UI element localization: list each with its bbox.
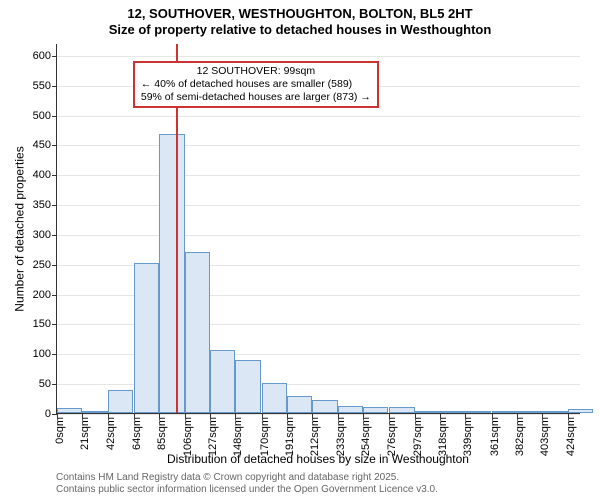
x-tick-label: 424sqm (565, 417, 577, 456)
histogram-bar (287, 396, 312, 413)
x-tick-label: 127sqm (207, 417, 219, 456)
x-axis-title: Distribution of detached houses by size … (56, 452, 580, 466)
histogram-bar (568, 409, 593, 413)
x-tick-label: 254sqm (360, 417, 372, 456)
annotation-box: 12 SOUTHOVER: 99sqm← 40% of detached hou… (133, 61, 379, 108)
footer-line-2: Contains public sector information licen… (56, 484, 438, 496)
histogram-bar (415, 411, 440, 413)
annotation-line-1: 12 SOUTHOVER: 99sqm (141, 65, 371, 78)
x-tick-label: 85sqm (156, 417, 168, 450)
x-tick-label: 297sqm (412, 417, 424, 456)
y-tick-label: 50 (39, 378, 57, 390)
y-axis-title: Number of detached properties (12, 44, 28, 414)
y-tick-label: 300 (33, 229, 57, 241)
histogram-bar (363, 407, 388, 413)
histogram-bar (389, 407, 414, 413)
y-tick-label: 600 (33, 50, 57, 62)
x-tick-label: 276sqm (386, 417, 398, 456)
annotation-line-2: ← 40% of detached houses are smaller (58… (141, 78, 371, 91)
x-tick-label: 42sqm (105, 417, 117, 450)
footer-line-1: Contains HM Land Registry data © Crown c… (56, 472, 438, 484)
y-gridline (57, 116, 580, 117)
y-tick-label: 400 (33, 169, 57, 181)
chart-container: 12, SOUTHOVER, WESTHOUGHTON, BOLTON, BL5… (0, 0, 600, 500)
histogram-bar (57, 408, 82, 413)
y-axis-title-text: Number of detached properties (13, 146, 27, 311)
histogram-bar (159, 134, 184, 413)
y-tick-label: 450 (33, 139, 57, 151)
x-tick-label: 339sqm (462, 417, 474, 456)
y-tick-label: 200 (33, 289, 57, 301)
x-tick-label: 64sqm (131, 417, 143, 450)
x-tick-label: 21sqm (79, 417, 91, 450)
histogram-bar (465, 411, 490, 413)
y-tick-label: 350 (33, 199, 57, 211)
x-tick-label: 212sqm (309, 417, 321, 456)
chart-title-sub: Size of property relative to detached ho… (0, 22, 600, 40)
histogram-bar (312, 400, 337, 413)
histogram-bar (492, 411, 517, 413)
y-gridline (57, 145, 580, 146)
y-tick-label: 250 (33, 259, 57, 271)
histogram-bar (210, 350, 235, 413)
histogram-bar (82, 411, 107, 413)
histogram-bar (542, 411, 567, 413)
chart-title-main: 12, SOUTHOVER, WESTHOUGHTON, BOLTON, BL5… (0, 0, 600, 22)
y-gridline (57, 56, 580, 57)
x-tick-label: 0sqm (54, 417, 66, 444)
histogram-bar (440, 411, 465, 413)
histogram-bar (185, 252, 210, 413)
histogram-bar (517, 411, 542, 413)
x-tick-label: 361sqm (489, 417, 501, 456)
y-tick-label: 150 (33, 318, 57, 330)
x-tick-label: 318sqm (437, 417, 449, 456)
x-tick-label: 233sqm (335, 417, 347, 456)
y-gridline (57, 414, 580, 415)
footer-note: Contains HM Land Registry data © Crown c… (56, 472, 438, 496)
histogram-bar (262, 383, 287, 413)
x-tick-label: 170sqm (259, 417, 271, 456)
x-tick-label: 148sqm (232, 417, 244, 456)
x-tick-label: 382sqm (514, 417, 526, 456)
histogram-bar (134, 263, 159, 413)
y-gridline (57, 235, 580, 236)
x-tick-label: 191sqm (284, 417, 296, 456)
y-tick-label: 100 (33, 348, 57, 360)
y-tick-label: 550 (33, 80, 57, 92)
histogram-bar (108, 390, 133, 413)
x-tick-label: 403sqm (539, 417, 551, 456)
y-gridline (57, 205, 580, 206)
histogram-bar (235, 360, 260, 413)
plot-area: 0501001502002503003504004505005506000sqm… (56, 44, 580, 414)
x-tick-label: 106sqm (182, 417, 194, 456)
y-tick-label: 500 (33, 110, 57, 122)
annotation-line-3: 59% of semi-detached houses are larger (… (141, 91, 371, 104)
histogram-bar (338, 406, 363, 413)
y-gridline (57, 175, 580, 176)
